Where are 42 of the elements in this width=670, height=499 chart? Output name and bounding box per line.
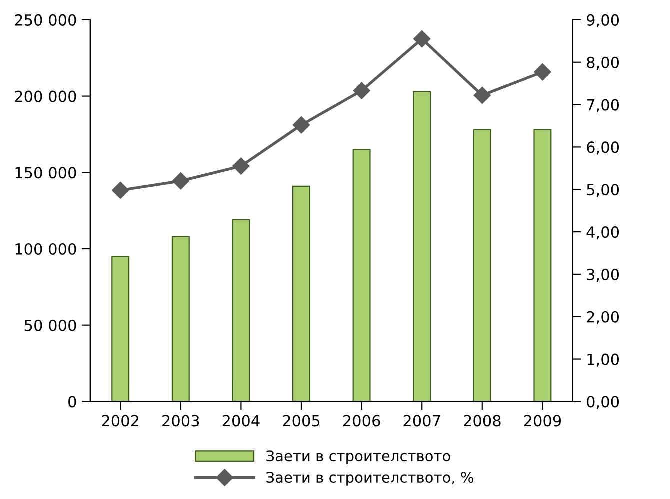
y2-tick-label: 9,00 [587,14,620,28]
point [232,158,250,175]
bar [352,149,371,402]
y2-tick-label: 6,00 [587,142,620,155]
point [172,172,190,190]
y2-tick-label: 0,00 [587,396,620,410]
point [534,64,552,81]
x-tick-label: 2006 [343,415,380,427]
bar [413,91,432,402]
bar [473,129,492,402]
legend-label: Заети в строителството [266,450,450,464]
y2-tick-label: 5,00 [587,184,620,198]
x-tick-label: 2005 [283,415,320,427]
point [292,116,310,134]
bar [292,186,310,402]
y2-tick-label: 3,00 [587,268,620,282]
x-tick-label: 2003 [162,415,200,427]
point [474,86,491,104]
y-tick-label: 200 000 [15,90,76,102]
y-tick-label: 50 000 [24,320,76,332]
y-tick-label: 0 [68,396,76,408]
point [414,30,431,48]
y2-tick-label: 8,00 [587,56,620,70]
y2-tick-label: 2,00 [587,311,620,324]
x-tick-label: 2009 [524,415,562,427]
bar [232,219,250,402]
x-tick-label: 2002 [102,415,139,427]
bar [112,256,130,402]
y-tick-label: 250 000 [15,14,76,26]
bar [534,129,552,402]
x-tick-label: 2008 [464,415,501,427]
point [353,82,370,100]
point [112,182,130,200]
y2-tick-label: 7,00 [587,99,620,112]
y2-tick-label: 4,00 [586,226,620,240]
y2-tick-label: 1,00 [588,354,620,367]
y-tick-label: 150 000 [16,167,76,179]
y-tick-label: 100 000 [16,243,76,256]
bar [172,236,190,402]
x-tick-label: 2004 [222,415,260,427]
legend-label: Заети в строителството, % [266,472,474,486]
x-tick-label: 2007 [404,415,440,427]
